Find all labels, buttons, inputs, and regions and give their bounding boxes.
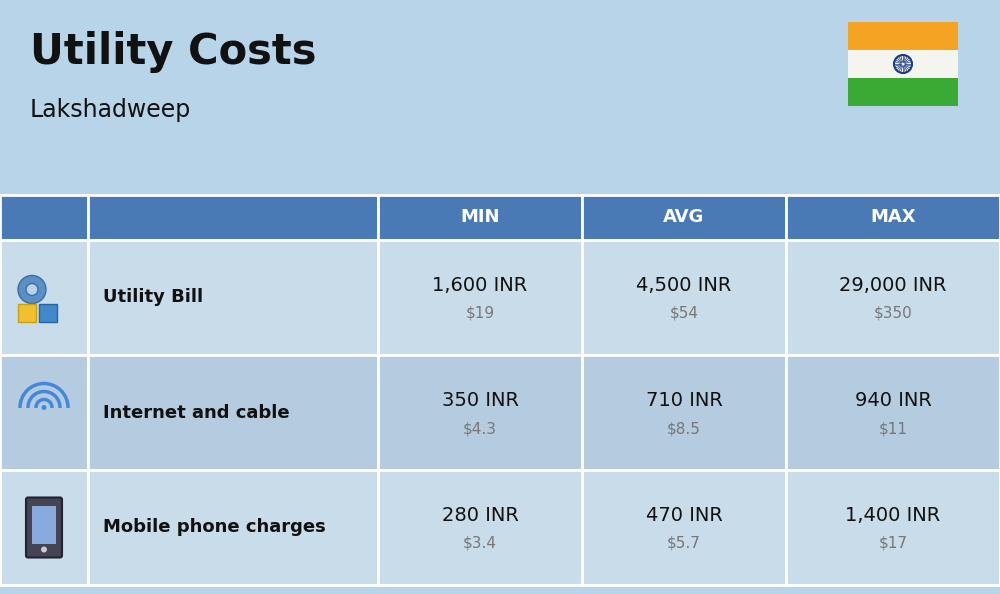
Text: Utility Costs: Utility Costs: [30, 31, 316, 73]
Bar: [848, 78, 958, 106]
Text: 1,400 INR: 1,400 INR: [845, 506, 941, 525]
Bar: [786, 195, 1000, 240]
Text: $4.3: $4.3: [463, 421, 497, 436]
Bar: [848, 50, 958, 78]
Text: MIN: MIN: [460, 208, 500, 226]
Bar: [786, 355, 1000, 470]
Bar: [88, 355, 378, 470]
Text: 4,500 INR: 4,500 INR: [636, 276, 732, 295]
Bar: [582, 240, 786, 355]
Bar: [786, 240, 1000, 355]
Bar: [582, 470, 786, 585]
Bar: [0, 470, 88, 585]
Text: Lakshadweep: Lakshadweep: [30, 98, 191, 122]
Bar: [848, 22, 958, 50]
Text: Utility Bill: Utility Bill: [103, 289, 203, 307]
Text: 29,000 INR: 29,000 INR: [839, 276, 947, 295]
Text: $8.5: $8.5: [667, 421, 701, 436]
Circle shape: [18, 276, 46, 304]
Text: 1,600 INR: 1,600 INR: [432, 276, 528, 295]
Text: $19: $19: [465, 306, 495, 321]
Text: 350 INR: 350 INR: [442, 391, 518, 410]
Text: 710 INR: 710 INR: [646, 391, 722, 410]
Text: 940 INR: 940 INR: [855, 391, 931, 410]
Text: $5.7: $5.7: [667, 536, 701, 551]
Text: $3.4: $3.4: [463, 536, 497, 551]
Bar: [88, 195, 378, 240]
Bar: [378, 355, 582, 470]
Text: $17: $17: [879, 536, 908, 551]
Circle shape: [26, 283, 38, 295]
Text: $54: $54: [670, 306, 698, 321]
Bar: [378, 470, 582, 585]
Text: 470 INR: 470 INR: [646, 506, 722, 525]
Bar: [786, 470, 1000, 585]
Bar: [32, 505, 56, 544]
Bar: [18, 304, 36, 321]
Text: Internet and cable: Internet and cable: [103, 403, 290, 422]
Circle shape: [42, 405, 46, 410]
Bar: [0, 355, 88, 470]
Bar: [14, 407, 74, 443]
Bar: [582, 195, 786, 240]
Bar: [88, 470, 378, 585]
Bar: [378, 195, 582, 240]
Bar: [22, 416, 66, 434]
Bar: [582, 355, 786, 470]
Text: 280 INR: 280 INR: [442, 506, 518, 525]
Text: $11: $11: [879, 421, 908, 436]
Text: Mobile phone charges: Mobile phone charges: [103, 519, 326, 536]
Bar: [88, 240, 378, 355]
Bar: [0, 240, 88, 355]
Text: MAX: MAX: [870, 208, 916, 226]
FancyBboxPatch shape: [26, 498, 62, 558]
Text: AVG: AVG: [663, 208, 705, 226]
Circle shape: [41, 546, 47, 552]
Bar: [378, 240, 582, 355]
Bar: [39, 304, 57, 321]
Text: $350: $350: [874, 306, 912, 321]
Bar: [0, 195, 88, 240]
